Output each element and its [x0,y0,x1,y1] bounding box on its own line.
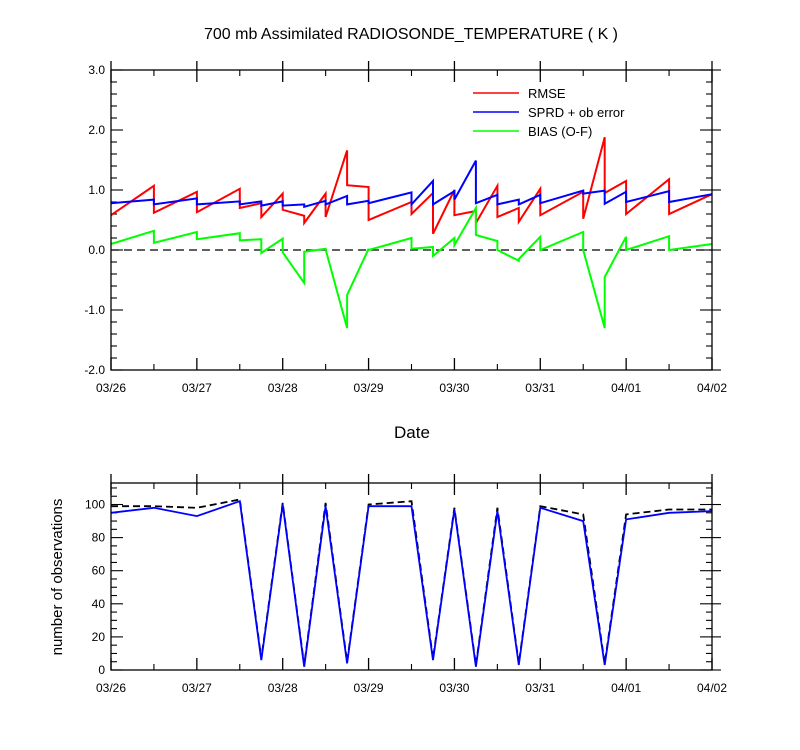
bottom-chart-y-tick-labels: 0 20 40 60 80 100 [85,498,105,677]
top-chart-series [110,136,713,329]
legend-entry-label: SPRD + ob error [528,105,625,120]
y-tick-label: 3.0 [88,63,105,77]
bottom-chart-y-axis-label: number of observations [49,499,66,656]
bottom-chart-x-tick-labels: 03/26 03/27 03/28 03/29 03/30 03/31 04/01 04/02 [96,681,727,695]
series-line-rmse [110,136,713,235]
x-tick-label: 03/27 [182,681,212,695]
x-tick-label: 03/31 [525,681,555,695]
x-tick-label: 04/02 [697,381,727,395]
top-chart-x-tick-labels: 03/26 03/27 03/28 03/29 03/30 03/31 04/01 04/02 [96,381,727,395]
x-tick-label: 03/30 [439,381,469,395]
y-tick-label: 20 [92,630,106,644]
bottom-chart-plot-frame [110,482,713,671]
top-chart: 700 mb Assimilated RADIOSONDE_TEMPERATUR… [84,26,727,442]
top-chart-y-tick-labels: -2.0 -1.0 0.0 1.0 2.0 3.0 [84,63,105,377]
x-tick-label: 03/28 [268,681,298,695]
y-tick-label: 100 [85,498,105,512]
x-tick-label: 03/30 [439,681,469,695]
x-tick-label: 03/29 [354,681,384,695]
x-tick-label: 04/01 [611,681,641,695]
x-tick-label: 03/27 [182,381,212,395]
x-tick-label: 04/02 [697,681,727,695]
top-chart-x-axis-label: Date [394,423,430,442]
legend-entry-label: RMSE [528,86,566,101]
x-tick-label: 03/26 [96,681,126,695]
top-chart-plot-frame [110,69,713,371]
y-tick-label: 40 [92,597,106,611]
top-chart-title: 700 mb Assimilated RADIOSONDE_TEMPERATUR… [204,26,618,43]
x-tick-label: 03/31 [525,381,555,395]
series-line-assimilated [110,499,713,667]
bottom-chart-ticks [110,474,721,671]
y-tick-label: 0.0 [88,243,105,257]
x-tick-label: 03/26 [96,381,126,395]
x-tick-label: 03/29 [354,381,384,395]
y-tick-label: 1.0 [88,183,105,197]
x-tick-label: 03/28 [268,381,298,395]
y-tick-label: 80 [92,531,106,545]
y-tick-label: 0 [98,663,105,677]
top-chart-ticks [110,61,721,371]
legend-entry-label: BIAS (O-F) [528,124,592,139]
top-chart-legend: RMSE SPRD + ob error BIAS (O-F) [473,86,625,139]
bottom-chart-series [110,498,713,667]
series-line-possible [111,498,712,666]
y-tick-label: -1.0 [84,303,105,317]
x-tick-label: 04/01 [611,381,641,395]
y-tick-label: 2.0 [88,123,105,137]
y-tick-label: -2.0 [84,363,105,377]
y-tick-label: 60 [92,564,106,578]
series-line-bias-o-f [110,204,713,329]
series-line-sprd-ob-error [110,160,713,209]
